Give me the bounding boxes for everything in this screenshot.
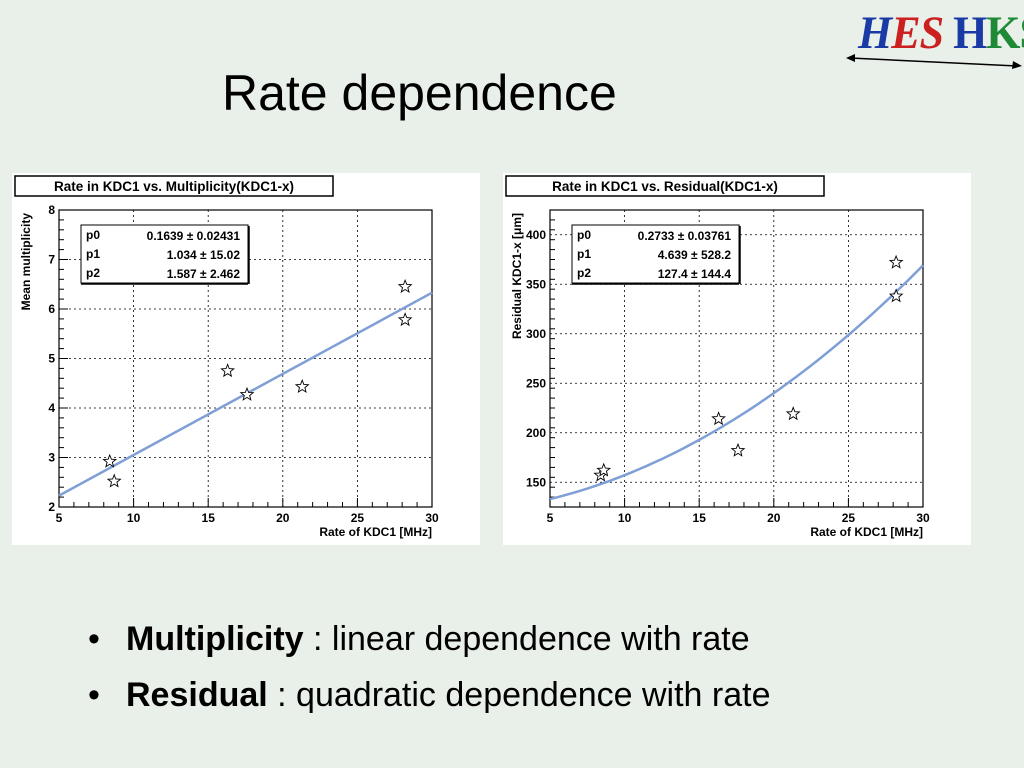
chart-title-frame [14, 175, 334, 197]
stats-param-name: p0 [86, 228, 100, 242]
y-tick-label: 300 [526, 327, 546, 341]
hes-hks-logo: HESHKS [846, 6, 1024, 72]
y-tick-label: 8 [48, 203, 55, 217]
bullet-bold: Residual [126, 676, 268, 714]
data-point-star [106, 473, 122, 488]
chart-title: Rate in KDC1 vs. Multiplicity(KDC1-x) [54, 179, 294, 194]
stats-param-value: 1.034 ± 15.02 [167, 248, 241, 262]
x-tick-label: 5 [56, 511, 63, 525]
data-point-star [888, 288, 904, 303]
x-tick-label: 10 [618, 511, 632, 525]
fit-curve [549, 264, 924, 501]
x-tick-label: 25 [842, 511, 856, 525]
y-axis-label: Residual KDC1-x [μm] [510, 213, 524, 339]
fit-stats-box: p0 0.1639 ± 0.02431 p1 1.034 ± 15.02 p2 1.587… [80, 224, 250, 285]
x-tick-label: 5 [547, 511, 554, 525]
stats-frame [571, 224, 740, 284]
data-point-star [888, 254, 904, 269]
stats-param-name: p1 [86, 247, 100, 261]
chart-residual: Rate in KDC1 vs. Residual(KDC1-x) 5 10 15 20… [505, 175, 930, 539]
data-point-star [596, 462, 612, 477]
x-tick-label: 25 [351, 511, 365, 525]
bullet-dot: • [88, 676, 100, 714]
chart-title-frame [505, 175, 825, 197]
y-tick-label: 250 [526, 376, 546, 390]
x-tick-label: 30 [916, 511, 930, 525]
y-tick-label: 4 [48, 401, 55, 415]
data-point-star [397, 312, 413, 327]
y-tick-label: 6 [48, 302, 55, 316]
slide-title: Rate dependence [222, 65, 617, 121]
stats-param-value: 4.639 ± 528.2 [658, 248, 732, 262]
stats-param-name: p2 [577, 266, 591, 280]
stats-param-name: p0 [577, 228, 591, 242]
stats-param-name: p1 [577, 247, 591, 261]
x-tick-label: 20 [767, 511, 781, 525]
chart-title: Rate in KDC1 vs. Residual(KDC1-x) [552, 179, 778, 194]
logo-text-h2: H [953, 7, 987, 59]
y-tick-label: 200 [526, 426, 546, 440]
y-tick-label: 350 [526, 277, 546, 291]
logo-text-ks: KS [986, 7, 1024, 59]
chart-title-box: Rate in KDC1 vs. Residual(KDC1-x) [505, 175, 825, 197]
y-tick-label: 400 [526, 228, 546, 242]
x-tick-label: 20 [276, 511, 290, 525]
y-tick-label: 3 [48, 451, 55, 465]
bullet-text: : linear dependence with rate [303, 620, 750, 658]
x-tick-label: 30 [425, 511, 439, 525]
stats-param-value: 127.4 ± 144.4 [658, 267, 732, 281]
data-point-star [239, 386, 255, 401]
stats-param-name: p2 [86, 266, 100, 280]
logo-text-h1: H [858, 7, 892, 59]
chart-panel-multiplicity: Rate in KDC1 vs. Multiplicity(KDC1-x) 5 10… [12, 173, 480, 545]
x-tick-label: 15 [202, 511, 216, 525]
y-tick-label: 2 [48, 500, 55, 514]
x-tick-label: 15 [693, 511, 707, 525]
logo-arrow-icon [846, 54, 1022, 69]
y-tick-label: 150 [526, 475, 546, 489]
chart-multiplicity: Rate in KDC1 vs. Multiplicity(KDC1-x) 5 10… [14, 175, 439, 539]
stats-param-value: 1.587 ± 2.462 [167, 267, 241, 281]
data-point-star [397, 278, 413, 294]
y-axis-label: Mean multiplicity [19, 213, 33, 311]
bullet-bold: Multiplicity [126, 620, 304, 658]
data-point-star [294, 378, 310, 394]
data-point-star [220, 363, 235, 378]
bullet-text: : quadratic dependence with rate [267, 676, 771, 714]
chart-title-box: Rate in KDC1 vs. Multiplicity(KDC1-x) [14, 175, 334, 197]
data-point-star [711, 411, 726, 426]
stats-param-value: 0.1639 ± 0.02431 [147, 229, 241, 243]
fit-stats-box: p0 0.2733 ± 0.03761 p1 4.639 ± 528.2 p2 127.4… [571, 224, 741, 285]
x-axis-label: Rate of KDC1 [MHz] [810, 525, 923, 539]
x-tick-label: 10 [127, 511, 141, 525]
stats-param-value: 0.2733 ± 0.03761 [638, 229, 732, 243]
data-point-star [730, 442, 746, 457]
data-point-star [102, 453, 118, 468]
bullet-dot: • [88, 620, 100, 658]
bullet-list: • Multiplicity : linear dependence with r… [88, 620, 771, 732]
stats-frame [80, 224, 249, 284]
y-tick-label: 5 [48, 352, 55, 366]
chart-panel-residual: Rate in KDC1 vs. Residual(KDC1-x) 5 10 15 20… [503, 173, 971, 545]
logo-text-es: ES [891, 7, 944, 59]
x-axis-label: Rate of KDC1 [MHz] [319, 525, 432, 539]
data-point-star [785, 406, 801, 421]
y-tick-label: 7 [48, 253, 55, 267]
bullet-item: • Residual : quadratic dependence with ra… [88, 676, 771, 732]
bullet-item: • Multiplicity : linear dependence with r… [88, 620, 771, 676]
